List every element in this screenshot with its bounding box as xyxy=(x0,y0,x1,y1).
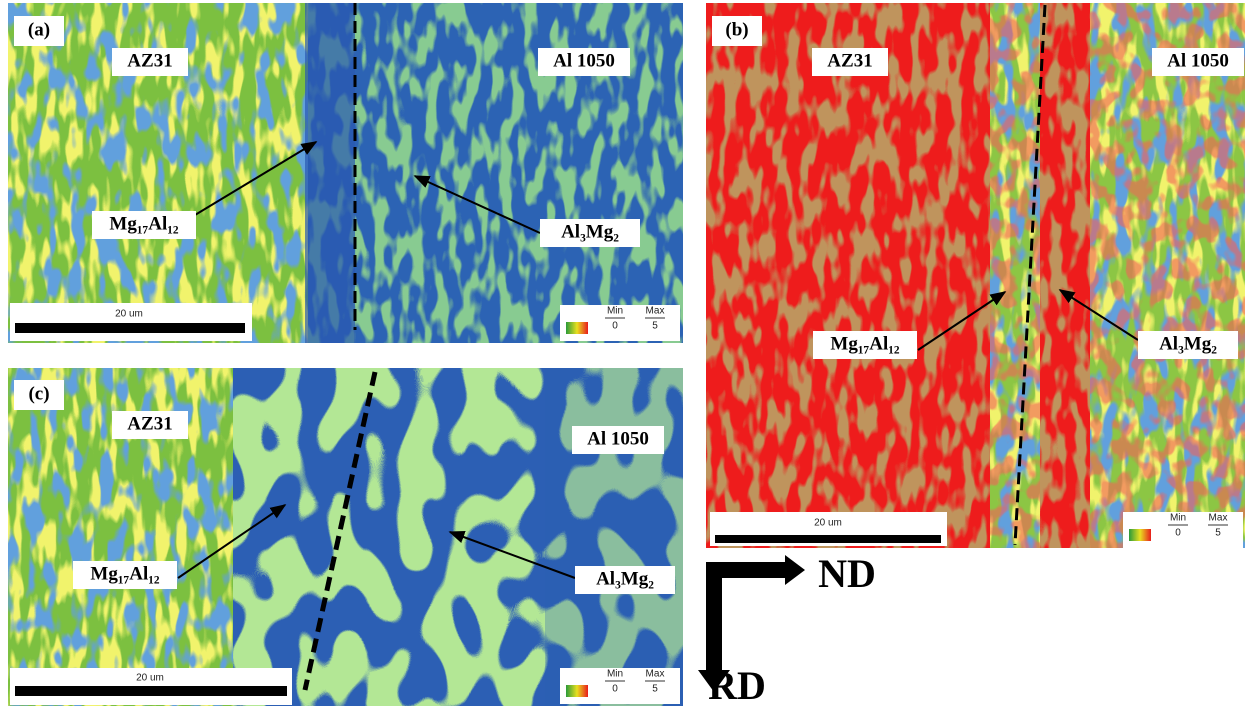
axis-label: ND xyxy=(818,551,876,596)
legend-max: 5 xyxy=(652,321,658,332)
phase-label: Al₃Mg₂ xyxy=(1159,333,1217,354)
material-label: AZ31 xyxy=(127,413,172,434)
arrow xyxy=(1058,289,1139,341)
phase-label: Mg₁₇Al₁₂ xyxy=(90,563,160,584)
axis-arrows xyxy=(698,555,805,692)
legend-max: 5 xyxy=(652,684,658,695)
material-label: Al 1050 xyxy=(1167,50,1229,71)
legend-min: 0 xyxy=(612,684,618,695)
legend-min: 0 xyxy=(612,321,618,332)
legend-text: Max xyxy=(646,306,665,317)
material-label: Al 1050 xyxy=(553,50,615,71)
axis-label: RD xyxy=(708,663,766,708)
scale-bar-label: 20 um xyxy=(136,673,164,684)
material-label: AZ31 xyxy=(827,50,872,71)
legend-text: Min xyxy=(1170,513,1186,524)
arrow xyxy=(194,141,318,216)
material-label: Al 1050 xyxy=(587,428,649,449)
legend-text: Max xyxy=(646,669,665,680)
scale-bar-label: 20 um xyxy=(814,518,842,529)
material-label: AZ31 xyxy=(127,50,172,71)
scale-bar-label: 20 um xyxy=(115,309,143,320)
arrow xyxy=(177,504,287,579)
phase-label: Al₃Mg₂ xyxy=(561,221,619,242)
arrow xyxy=(448,530,576,579)
legend-min: 0 xyxy=(1175,528,1181,539)
legend-max: 5 xyxy=(1215,528,1221,539)
legend-text: Max xyxy=(1209,513,1228,524)
orientation-axes: ND RD xyxy=(698,551,876,708)
phase-label: Al₃Mg₂ xyxy=(596,568,654,589)
legend-text: Min xyxy=(607,669,623,680)
arrow xyxy=(413,175,541,234)
arrow xyxy=(917,291,1007,351)
phase-label: Mg₁₇Al₁₂ xyxy=(830,333,900,354)
phase-label: Mg₁₇Al₁₂ xyxy=(109,213,179,234)
panel-label: (a) xyxy=(28,19,50,40)
panel-label: (c) xyxy=(28,383,49,404)
panel-label: (b) xyxy=(725,19,748,40)
legend-text: Min xyxy=(607,306,623,317)
